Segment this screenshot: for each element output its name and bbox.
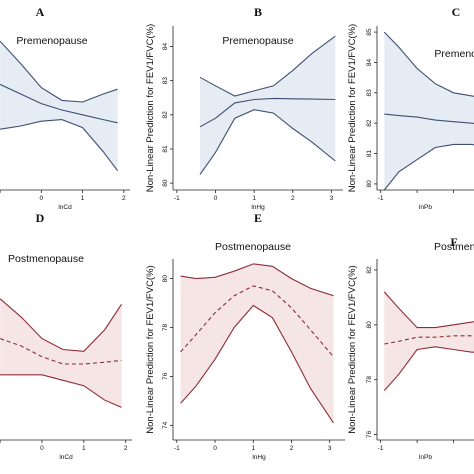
fit-line: [180, 285, 334, 358]
x-tick-label: 3: [330, 195, 334, 202]
x-tick-label: 0: [40, 195, 44, 202]
panel-letter: E: [254, 211, 262, 225]
x-axis-label: lnHg: [251, 204, 265, 211]
ci-lower-line: [180, 304, 334, 424]
panel-e: -1 0 1 2 3 lnHg 74 76 78 80 Non-Linear Prediction …: [145, 211, 345, 461]
ci-lower-line: [383, 346, 474, 391]
ci-lower-line: [383, 143, 474, 191]
panel-a: 0 1 2 lnCd Premenopause A: [0, 5, 130, 211]
x-tick-label: 1: [82, 445, 86, 452]
y-tick-label: 83: [162, 77, 169, 85]
y-axis-label: Non-Linear Prediction for FEV1/FVC(%): [347, 265, 358, 433]
y-tick-label: 82: [366, 266, 373, 274]
y-tick-label: 80: [162, 275, 169, 283]
x-tick-label: 1: [251, 445, 255, 452]
ci-band: [384, 32, 474, 190]
x-tick-label: 0: [213, 445, 217, 452]
ci-band: [200, 36, 336, 175]
y-tick-label: 78: [366, 376, 373, 384]
panel-letter: B: [254, 5, 262, 19]
ci-band: [180, 263, 334, 423]
x-axis-label: lnCd: [59, 454, 73, 461]
x-axis-label: lnHg: [252, 454, 266, 461]
y-tick-label: 81: [366, 150, 373, 158]
ci-band: [0, 298, 122, 408]
panel-d: 0 1 2 lnCd Postmenopause D: [0, 211, 132, 461]
panel-title: Premenopause: [16, 35, 87, 47]
x-axis-label: lnCd: [58, 204, 72, 211]
ci-band: [0, 41, 118, 171]
y-tick-label: 85: [366, 28, 373, 36]
x-tick-label: 3: [328, 445, 332, 452]
panel-letter: C: [452, 5, 461, 19]
y-tick-label: 84: [366, 58, 373, 66]
x-axis-label: lnPb: [419, 204, 432, 211]
panel-title: Postmenopause: [8, 253, 84, 265]
ci-lower-line: [199, 109, 336, 175]
ci-upper-line: [383, 31, 474, 97]
panel-title: Postmenopause: [434, 241, 474, 253]
x-tick-label: 0: [214, 195, 218, 202]
panel-letter: F: [450, 235, 457, 249]
panel-letter: A: [36, 5, 45, 19]
x-tick-label: 2: [122, 195, 126, 202]
ci-upper-line: [180, 263, 334, 297]
panel-title: Postmenopause: [215, 241, 291, 253]
panel-title: Premenopause: [222, 35, 293, 47]
fit-line: [384, 335, 474, 345]
x-tick-label: -1: [378, 195, 384, 202]
y-axis-label: Non-Linear Prediction for FEV1/FVC(%): [145, 265, 156, 433]
panel-title: Premenopause: [434, 48, 474, 60]
fit-line: [199, 97, 336, 128]
y-tick-label: 80: [162, 179, 169, 187]
y-tick-label: 82: [366, 119, 373, 127]
fit-line: [384, 113, 474, 124]
panel-letter: D: [36, 211, 45, 225]
ci-lower-line: [0, 119, 119, 172]
y-tick-label: 82: [162, 111, 169, 119]
panel-b: -1 0 1 2 3 lnHg 80 81 82 83 84 Non-Linear Predictio…: [145, 5, 343, 211]
y-tick-label: 78: [162, 323, 169, 331]
panel-f: -1 lnPb 76 78 80 82 Non-Linear Prediction for …: [347, 235, 474, 461]
y-tick-label: 74: [162, 421, 169, 429]
y-tick-label: 81: [162, 145, 169, 153]
panel-c: -1 lnPb 80 81 82 83 84 85 Non-Linear Prediction …: [347, 5, 474, 211]
x-tick-label: 1: [252, 195, 256, 202]
ci-lower-line: [0, 374, 122, 408]
ci-upper-line: [0, 298, 122, 352]
x-tick-label: -1: [174, 195, 180, 202]
y-tick-label: 80: [366, 180, 373, 188]
ci-upper-line: [383, 291, 474, 329]
x-tick-label: -1: [174, 445, 180, 452]
x-tick-label: 2: [290, 445, 294, 452]
x-tick-label: 0: [40, 445, 44, 452]
y-axis-label: Non-Linear Prediction for FEV1/FVC(%): [347, 24, 358, 192]
x-tick-label: 1: [81, 195, 85, 202]
ci-band: [384, 291, 474, 391]
y-tick-label: 80: [366, 321, 373, 329]
x-tick-label: 2: [124, 445, 128, 452]
x-tick-label: -1: [378, 445, 384, 452]
y-tick-label: 83: [366, 89, 373, 97]
x-axis-label: lnPb: [419, 454, 432, 461]
fit-line: [0, 338, 122, 365]
fit-line: [0, 83, 118, 124]
ci-upper-line: [199, 35, 336, 97]
y-tick-label: 76: [366, 431, 373, 439]
y-tick-label: 84: [162, 43, 169, 51]
y-axis-label: Non-Linear Prediction for FEV1/FVC(%): [145, 24, 156, 192]
ci-upper-line: [0, 40, 118, 103]
y-tick-label: 76: [162, 372, 169, 380]
x-tick-label: 2: [291, 195, 295, 202]
